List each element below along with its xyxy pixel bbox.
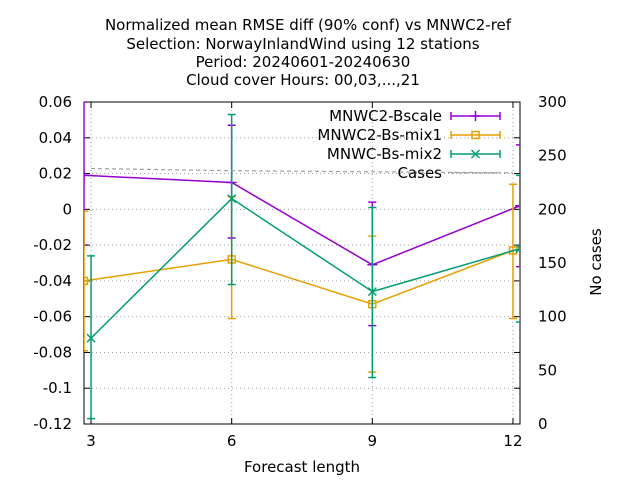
y-tick-label: 0.04	[39, 129, 72, 147]
error-bar	[516, 174, 520, 323]
legend-label: MNWC2-Bscale	[329, 107, 442, 125]
axes: 0.06 0.04 0.02 0 -0.02 -0.04 -0.06 -0.08 -0.1 -0.…	[33, 93, 566, 450]
legend: MNWC2-BscaleMNWC2-Bs-mix1MNWC-Bs-mix2Cas…	[317, 107, 501, 182]
legend-whisker	[450, 112, 501, 120]
data-point	[515, 200, 520, 211]
x-tick-label: 12	[503, 432, 522, 450]
legend-marker	[470, 111, 481, 121]
x-axis-label: Forecast length	[244, 458, 360, 476]
series-line	[84, 174, 520, 266]
x-tick-label: 3	[86, 432, 96, 450]
y-tick-label: -0.08	[33, 343, 72, 361]
y-tick-label: -0.12	[33, 415, 72, 433]
y-tick-label: 0.06	[39, 93, 72, 111]
data-point	[515, 244, 520, 254]
data-point	[84, 276, 89, 286]
legend-marker	[471, 130, 480, 140]
y-tick-label: 0.02	[39, 165, 72, 183]
legend-label: MNWC-Bs-mix2	[327, 145, 442, 163]
title-line: Normalized mean RMSE diff (90% conf) vs …	[105, 16, 512, 34]
error-bar	[84, 102, 88, 246]
y2-tick-label: 200	[538, 200, 567, 218]
x-tick-label: 6	[227, 432, 237, 450]
legend-marker	[470, 149, 481, 159]
y-tick-label: -0.02	[33, 236, 72, 254]
data-point	[227, 194, 237, 204]
legend-label: Cases	[397, 164, 442, 182]
legend-whisker	[450, 131, 501, 139]
series-line	[90, 167, 514, 174]
chart-title: Normalized mean RMSE diff (90% conf) vs …	[105, 16, 512, 89]
plot-frame	[83, 101, 521, 425]
title-line: Cloud cover Hours: 00,03,...,21	[186, 71, 420, 89]
legend-whisker	[450, 150, 501, 158]
title-line: Selection: NorwayInlandWind using 12 sta…	[126, 35, 479, 53]
legend-label: MNWC2-Bs-mix1	[317, 126, 442, 144]
data-point	[86, 333, 96, 343]
series-line	[90, 197, 520, 339]
data-point	[367, 287, 377, 297]
x-tick-label: 9	[368, 432, 378, 450]
y-tick-label: -0.1	[43, 379, 72, 397]
error-bar	[516, 144, 520, 268]
y2-tick-label: 150	[538, 254, 567, 272]
y-tick-label: -0.04	[33, 272, 72, 290]
series-layer	[84, 102, 520, 420]
y2-axis-label: No cases	[587, 228, 605, 296]
y2-tick-label: 0	[538, 415, 548, 433]
y2-tick-label: 100	[538, 308, 567, 326]
error-bar	[84, 210, 88, 352]
grid	[84, 102, 520, 424]
y-tick-label: -0.06	[33, 308, 72, 326]
y2-tick-label: 250	[538, 147, 567, 165]
series-line	[84, 249, 514, 305]
data-point	[84, 170, 89, 181]
title-line: Period: 20240601-20240630	[196, 53, 411, 71]
y-tick-label: 0	[62, 200, 72, 218]
y2-tick-label: 50	[538, 361, 557, 379]
y2-tick-label: 300	[538, 93, 567, 111]
